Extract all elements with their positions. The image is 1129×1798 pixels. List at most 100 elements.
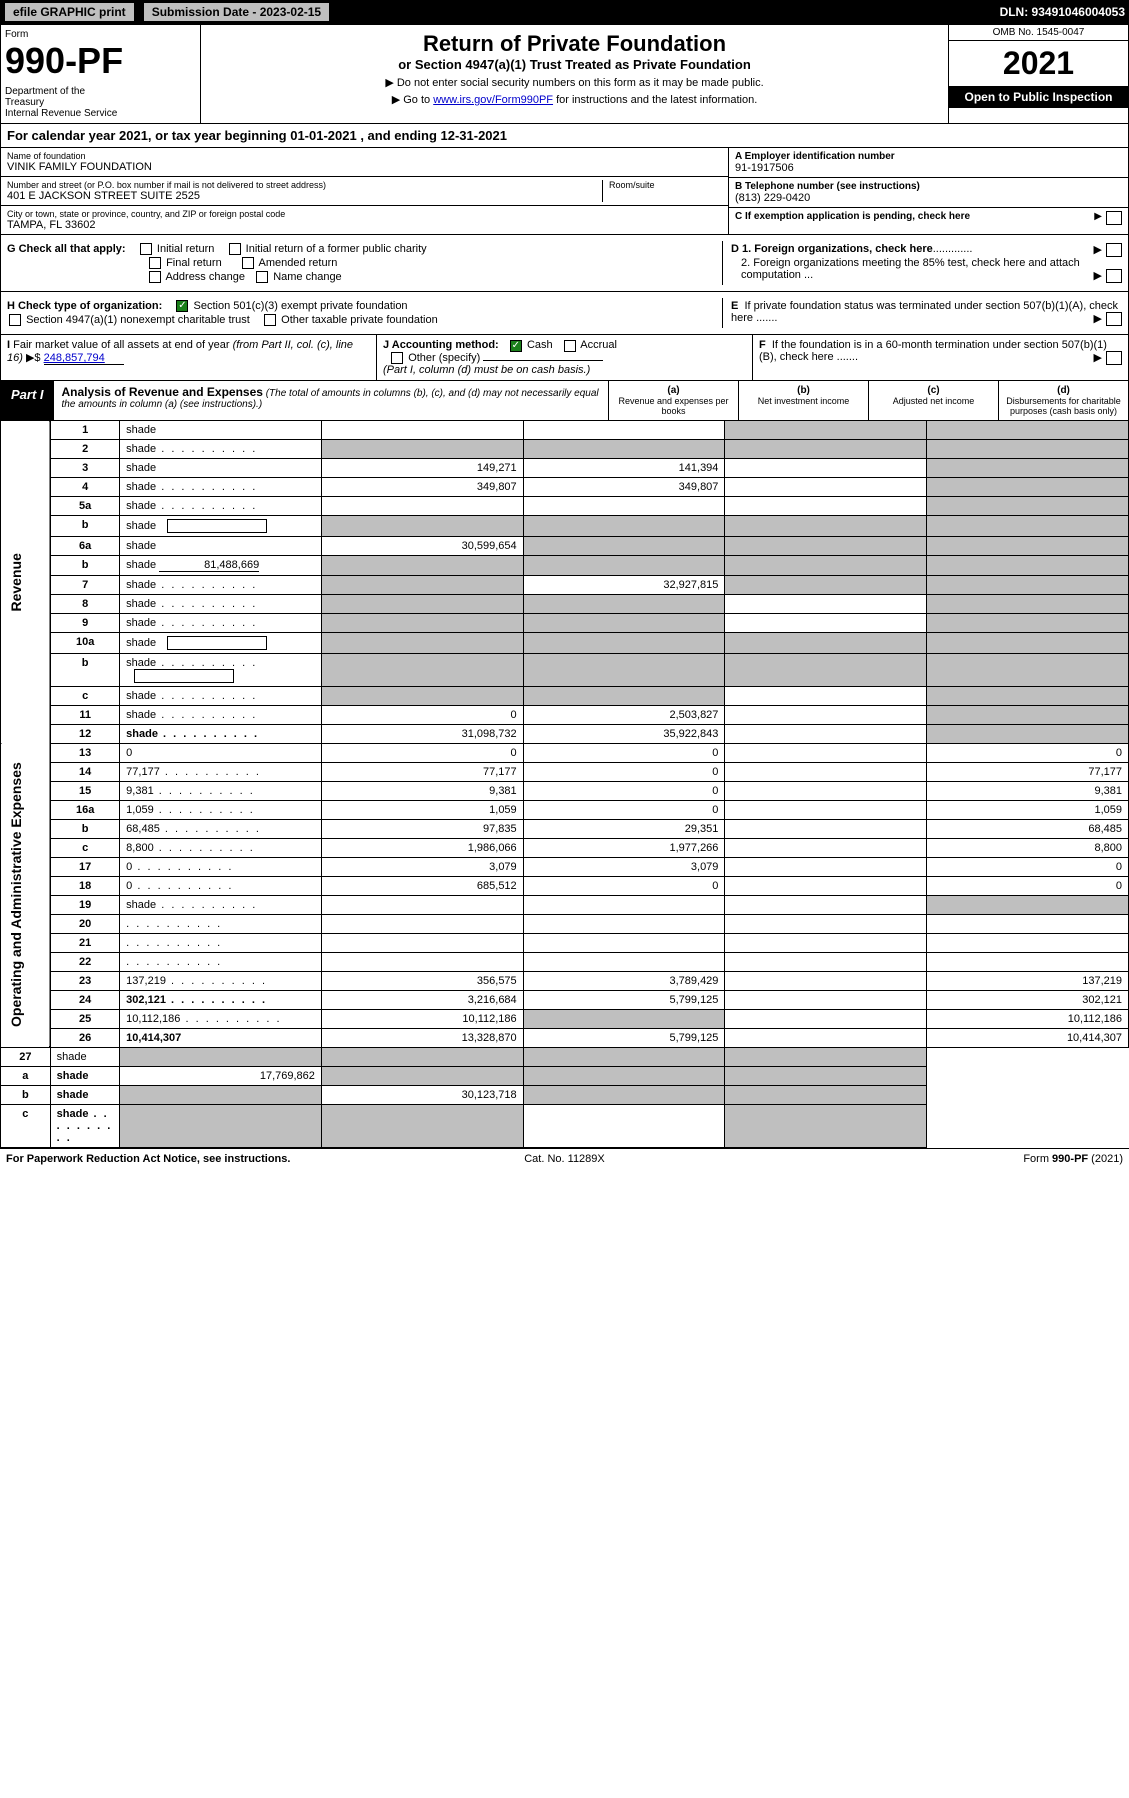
efile-print-button[interactable]: efile GRAPHIC print [4, 2, 135, 22]
check-section-g: G Check all that apply: Initial return I… [0, 235, 1129, 292]
row-num: 26 [50, 1028, 120, 1047]
cell-amount [523, 933, 725, 952]
amended-return-checkbox[interactable] [242, 257, 254, 269]
4947a1-checkbox[interactable] [9, 314, 21, 326]
row-desc: shade [120, 594, 322, 613]
cell-shaded [523, 594, 725, 613]
cell-amount: 149,271 [321, 458, 523, 477]
page-footer: For Paperwork Reduction Act Notice, see … [0, 1148, 1129, 1169]
initial-return-checkbox[interactable] [140, 243, 152, 255]
address-change-checkbox[interactable] [149, 271, 161, 283]
cell-amount: 349,807 [321, 477, 523, 496]
cell-shaded [927, 536, 1129, 555]
d2-checkbox[interactable] [1106, 269, 1122, 283]
cell-amount [725, 838, 927, 857]
exemption-checkbox[interactable] [1106, 211, 1122, 225]
cell-shaded [523, 439, 725, 458]
cell-shaded [321, 1104, 523, 1147]
col-b-header: (b)Net investment income [738, 381, 868, 420]
cell-shaded [321, 653, 523, 686]
calendar-year-line: For calendar year 2021, or tax year begi… [0, 124, 1129, 148]
row-num: 20 [50, 914, 120, 933]
d1-label: D 1. Foreign organizations, check here [731, 243, 933, 255]
cell-shaded [725, 653, 927, 686]
cell-amount: 0 [523, 876, 725, 895]
row-desc: shade [120, 439, 322, 458]
row-num: b [50, 555, 120, 575]
f-checkbox[interactable] [1106, 351, 1122, 365]
cell-shaded [321, 515, 523, 536]
fmv-value[interactable]: 248,857,794 [44, 352, 124, 365]
irs-link[interactable]: www.irs.gov/Form990PF [433, 94, 553, 106]
row-num: 12 [50, 724, 120, 743]
cell-shaded [523, 613, 725, 632]
row-num: 18 [50, 876, 120, 895]
cell-shaded [321, 632, 523, 653]
row-desc: shade [120, 536, 322, 555]
final-return-checkbox[interactable] [149, 257, 161, 269]
cell-amount [725, 800, 927, 819]
form-header: Form 990-PF Department of theTreasuryInt… [0, 24, 1129, 124]
row-desc: 8,800 [120, 838, 322, 857]
ein-value: 91-1917506 [735, 162, 1122, 174]
name-change-checkbox[interactable] [256, 271, 268, 283]
cell-shaded [927, 705, 1129, 724]
row-num: 1 [50, 421, 120, 440]
cell-amount: 13,328,870 [321, 1028, 523, 1047]
accrual-checkbox[interactable] [564, 340, 576, 352]
col-a-header: (a)Revenue and expenses per books [608, 381, 738, 420]
cell-amount: 31,098,732 [321, 724, 523, 743]
other-method-checkbox[interactable] [391, 352, 403, 364]
e-label: If private foundation status was termina… [731, 300, 1118, 324]
form-number: 990-PF [5, 40, 196, 82]
row-num: 14 [50, 762, 120, 781]
cell-amount: 356,575 [321, 971, 523, 990]
cell-shaded [321, 686, 523, 705]
cell-amount [725, 876, 927, 895]
cell-amount: 29,351 [523, 819, 725, 838]
cell-shaded [523, 1066, 725, 1085]
cell-amount [927, 933, 1129, 952]
revenue-expense-table: Revenue1shade2shade3shade149,271141,3944… [0, 421, 1129, 1148]
tel-value: (813) 229-0420 [735, 192, 1122, 204]
row-num: 25 [50, 1009, 120, 1028]
dln-label: DLN: 93491046004053 [1000, 5, 1125, 19]
cell-amount: 302,121 [927, 990, 1129, 1009]
cell-shaded [523, 632, 725, 653]
cell-shaded [927, 477, 1129, 496]
row-num: 15 [50, 781, 120, 800]
cell-amount: 1,977,266 [523, 838, 725, 857]
other-taxable-checkbox[interactable] [264, 314, 276, 326]
cell-shaded [725, 1066, 927, 1085]
row-desc: shade [120, 724, 322, 743]
form-title: Return of Private Foundation [207, 31, 942, 57]
cell-shaded [321, 439, 523, 458]
cell-amount: 3,789,429 [523, 971, 725, 990]
cell-amount [725, 971, 927, 990]
row-num: 3 [50, 458, 120, 477]
row-desc: shade [120, 895, 322, 914]
cell-amount: 9,381 [927, 781, 1129, 800]
former-charity-checkbox[interactable] [229, 243, 241, 255]
row-desc: shade [120, 575, 322, 594]
cell-shaded [927, 421, 1129, 440]
d1-checkbox[interactable] [1106, 243, 1122, 257]
cell-amount: 1,059 [927, 800, 1129, 819]
cell-shaded [725, 536, 927, 555]
cell-amount [523, 421, 725, 440]
cell-shaded [523, 536, 725, 555]
e-checkbox[interactable] [1106, 312, 1122, 326]
row-desc: shade [120, 705, 322, 724]
cash-checkbox[interactable] [510, 340, 522, 352]
cell-shaded [725, 555, 927, 575]
501c3-checkbox[interactable] [176, 300, 188, 312]
cell-amount: 137,219 [927, 971, 1129, 990]
cell-amount [725, 594, 927, 613]
row-num: 7 [50, 575, 120, 594]
col-c-header: (c)Adjusted net income [868, 381, 998, 420]
cell-amount: 3,216,684 [321, 990, 523, 1009]
cell-shaded [927, 496, 1129, 515]
cell-amount [725, 762, 927, 781]
cell-amount [725, 781, 927, 800]
row-desc: shade [120, 458, 322, 477]
